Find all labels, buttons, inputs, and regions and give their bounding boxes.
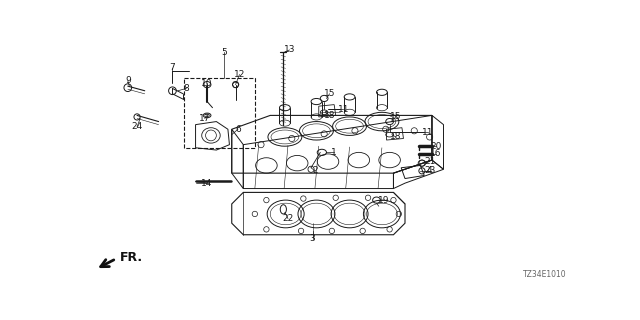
Text: FR.: FR. — [120, 251, 143, 264]
Text: TZ34E1010: TZ34E1010 — [523, 270, 566, 279]
Text: 7: 7 — [170, 63, 175, 72]
Text: 8: 8 — [184, 84, 189, 93]
Text: 14: 14 — [202, 179, 212, 188]
Text: 11: 11 — [422, 128, 434, 137]
Text: 21: 21 — [424, 157, 435, 166]
Text: 1: 1 — [332, 148, 337, 157]
Text: 17: 17 — [199, 114, 211, 123]
Text: 3: 3 — [310, 234, 316, 243]
Text: 6: 6 — [235, 125, 241, 134]
Text: 15: 15 — [390, 112, 401, 121]
Text: 5: 5 — [221, 48, 227, 57]
Text: 9: 9 — [125, 76, 131, 85]
Text: 11: 11 — [338, 105, 349, 114]
Text: 24: 24 — [131, 123, 143, 132]
Text: 13: 13 — [284, 45, 295, 54]
Text: 18: 18 — [390, 132, 401, 141]
Text: 20: 20 — [430, 142, 442, 151]
Text: 16: 16 — [430, 149, 442, 158]
Text: 12: 12 — [234, 70, 245, 79]
Text: 19: 19 — [378, 196, 389, 204]
Text: 22: 22 — [282, 214, 294, 223]
Text: 4: 4 — [427, 166, 433, 175]
Text: 10: 10 — [202, 78, 213, 88]
Text: 18: 18 — [324, 111, 335, 120]
Text: 2: 2 — [312, 166, 317, 175]
Text: 23: 23 — [424, 166, 435, 175]
Text: 15: 15 — [324, 89, 335, 98]
